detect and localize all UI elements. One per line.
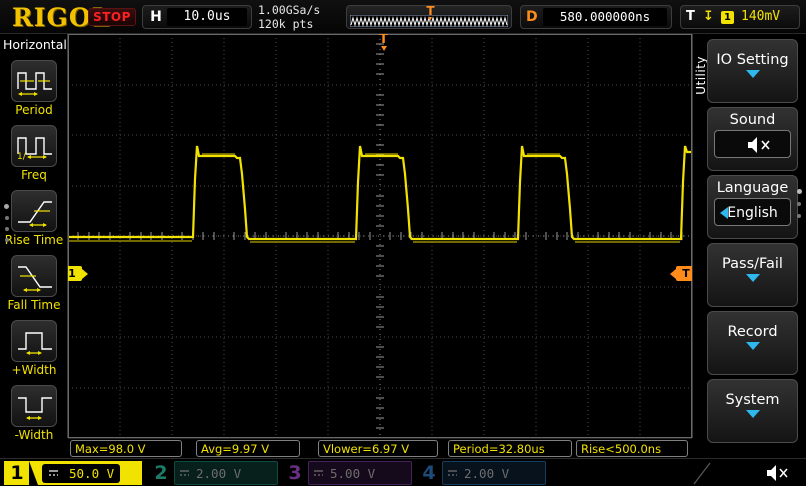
channel-4-scale: 2.00 V — [464, 465, 510, 481]
measure-button-positive-width[interactable]: +Width — [11, 320, 57, 377]
positive-width-measure-icon — [11, 320, 57, 362]
dc-coupling-icon — [180, 469, 189, 476]
trigger-box[interactable]: T ↧ 1 140mV — [680, 5, 800, 29]
bottom-bar-divider — [693, 462, 711, 485]
dc-coupling-icon — [448, 469, 457, 476]
trigger-source-badge: 1 — [721, 11, 734, 24]
channel-1-scale: 50.0 V — [69, 465, 115, 481]
chevron-down-icon — [745, 274, 760, 282]
measurement-avg[interactable]: Avg=9.97 V — [196, 440, 300, 457]
trigger-label: T — [686, 9, 695, 24]
channel-status-bar: 1 50.0 V 2 — [0, 458, 806, 486]
measure-label-positive-width: +Width — [11, 363, 57, 377]
menu-item-io-setting[interactable]: IO Setting — [707, 39, 798, 103]
waveform-display[interactable]: 1 T T — [68, 34, 692, 438]
measure-label-rise-time: Rise Time — [4, 233, 64, 247]
memory-trigger-marker-icon: T — [426, 5, 435, 21]
channel-3-scale: 5.00 V — [330, 465, 376, 481]
channel-1-ground-marker[interactable]: 1 — [68, 266, 88, 281]
measurement-results-bar: Max=98.0 V Avg=9.97 V Vlower=6.97 V Peri… — [68, 438, 692, 458]
horizontal-scale-value: 10.0us — [167, 8, 247, 26]
menu-label-pass-fail: Pass/Fail — [722, 256, 783, 272]
top-status-bar: RIGOL STOP H 10.0us 1.00GSa/s 120k pts T… — [0, 0, 806, 34]
chevron-down-icon — [745, 410, 760, 418]
svg-text:1/: 1/ — [17, 152, 27, 162]
channel-4-status[interactable]: 4 2.00 V — [416, 461, 546, 485]
channel-3-number: 3 — [288, 462, 302, 484]
negative-width-measure-icon — [11, 385, 57, 427]
measure-button-freq[interactable]: 1/ Freq — [11, 125, 57, 182]
mute-icon[interactable] — [764, 464, 794, 482]
dc-coupling-icon — [49, 469, 58, 476]
menu-label-language: Language — [716, 180, 789, 196]
channel-1-status[interactable]: 1 50.0 V — [4, 461, 142, 485]
measurement-vlower[interactable]: Vlower=6.97 V — [318, 440, 438, 457]
measure-button-fall-time[interactable]: Fall Time — [7, 255, 61, 312]
right-menu-title: Utility — [694, 56, 708, 95]
language-value: English — [727, 205, 778, 221]
trigger-level-marker[interactable]: T — [670, 266, 692, 281]
rising-edge-icon: ↧ — [703, 9, 714, 24]
channel-1-number: 1 — [4, 461, 30, 485]
graticule-grid — [68, 34, 692, 438]
menu-item-language[interactable]: Language English — [707, 175, 798, 239]
measurement-rise[interactable]: Rise<500.0ns — [576, 440, 688, 457]
channel-3-status[interactable]: 3 5.00 V — [282, 461, 412, 485]
chevron-down-icon — [745, 342, 760, 350]
chevron-down-icon — [745, 70, 760, 78]
measurement-period[interactable]: Period=32.80us — [448, 440, 572, 457]
right-menu-scroll-indicator[interactable] — [797, 189, 802, 226]
run-stop-button[interactable]: STOP — [88, 8, 136, 26]
channel-4-number: 4 — [422, 462, 436, 484]
menu-item-pass-fail[interactable]: Pass/Fail — [707, 243, 798, 307]
mute-icon — [748, 137, 770, 153]
measurement-max[interactable]: Max=98.0 V — [70, 440, 182, 457]
channel-2-scale: 2.00 V — [196, 465, 242, 481]
language-value-box[interactable]: English — [714, 198, 791, 226]
measure-button-period[interactable]: Period — [11, 60, 57, 117]
delay-icon: D — [526, 9, 538, 25]
delay-value: 580.000000ns — [543, 8, 667, 26]
fall-time-measure-icon — [11, 255, 57, 297]
dc-coupling-icon — [314, 469, 323, 476]
measure-button-rise-time[interactable]: Rise Time — [5, 190, 63, 247]
channel-1-trace-noise — [69, 153, 680, 243]
measure-label-period: Period — [15, 103, 53, 117]
memory-position-bar[interactable]: T — [346, 5, 512, 29]
trigger-level-value: 140mV — [741, 9, 781, 24]
frequency-measure-icon: 1/ — [11, 125, 57, 167]
period-measure-icon — [11, 60, 57, 102]
menu-item-system[interactable]: System — [707, 379, 798, 443]
menu-label-sound: Sound — [729, 112, 776, 128]
measure-button-negative-width[interactable]: -Width — [11, 385, 57, 442]
right-utility-menu: Utility IO Setting Sound Language Englis… — [692, 34, 806, 443]
menu-label-system: System — [725, 392, 780, 408]
delay-box[interactable]: D 580.000000ns — [520, 5, 672, 29]
channel-2-number: 2 — [154, 462, 168, 484]
memory-depth-value: 120k pts — [258, 17, 314, 31]
channel-2-status[interactable]: 2 2.00 V — [148, 461, 278, 485]
left-menu-title: Horizontal — [3, 37, 67, 52]
sound-value-box[interactable] — [714, 130, 791, 158]
sample-rate-value: 1.00GSa/s — [258, 3, 321, 17]
chevron-left-icon[interactable] — [720, 207, 728, 219]
measure-label-fall-time: Fall Time — [7, 298, 61, 312]
left-measure-menu: Horizontal Period 1/ — [0, 34, 68, 442]
sample-rate-info: 1.00GSa/s 120k pts — [258, 3, 342, 31]
horizontal-scale-box[interactable]: H 10.0us — [142, 5, 252, 29]
channel-1-trace — [69, 145, 691, 241]
menu-item-sound[interactable]: Sound — [707, 107, 798, 171]
left-menu-scroll-indicator[interactable] — [4, 204, 9, 249]
menu-item-record[interactable]: Record — [707, 311, 798, 375]
menu-label-record: Record — [727, 324, 778, 340]
rise-time-measure-icon — [11, 190, 57, 232]
measure-label-freq: Freq — [21, 168, 47, 182]
measure-label-negative-width: -Width — [14, 428, 54, 442]
trigger-position-marker-icon[interactable]: T — [377, 34, 390, 51]
horizontal-icon: H — [150, 9, 162, 25]
menu-label-io-setting: IO Setting — [716, 52, 789, 68]
